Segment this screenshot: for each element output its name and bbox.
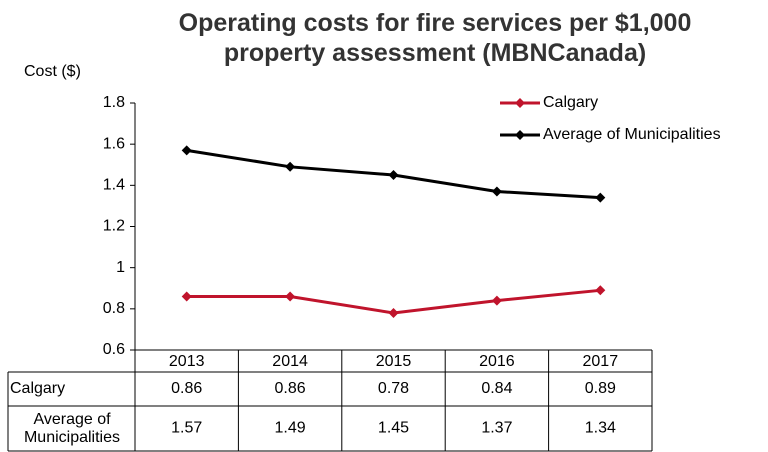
legend-marker bbox=[515, 130, 525, 140]
table-cell: 0.89 bbox=[585, 380, 616, 397]
table-cell: 1.49 bbox=[275, 420, 306, 437]
chart-title: Operating costs for fire services per $1… bbox=[178, 9, 692, 67]
marker bbox=[491, 295, 502, 306]
x-tick-label: 2016 bbox=[479, 353, 515, 370]
table-cell: 0.84 bbox=[481, 380, 512, 397]
y-tick-label: 1 bbox=[116, 259, 125, 276]
x-tick-label: 2014 bbox=[272, 353, 308, 370]
y-tick-label: 1.2 bbox=[103, 218, 125, 235]
legend-marker bbox=[515, 98, 525, 108]
table-cell: 0.78 bbox=[378, 380, 409, 397]
table-cell: 1.45 bbox=[378, 420, 409, 437]
table-cell: 0.86 bbox=[171, 380, 202, 397]
table-cell: 1.34 bbox=[585, 420, 616, 437]
table-row-label: Average of Municipalities bbox=[23, 410, 121, 446]
marker bbox=[595, 192, 606, 203]
marker bbox=[595, 285, 606, 296]
y-tick-label: 0.8 bbox=[103, 300, 125, 317]
legend-label: Average of Municipalities bbox=[543, 126, 721, 143]
y-tick-label: 1.4 bbox=[103, 177, 125, 194]
marker bbox=[491, 186, 502, 197]
marker bbox=[285, 291, 296, 302]
x-tick-label: 2015 bbox=[376, 353, 412, 370]
y-tick-label: 0.6 bbox=[103, 341, 125, 358]
x-tick-label: 2017 bbox=[583, 353, 619, 370]
table-cell: 1.57 bbox=[171, 420, 202, 437]
table-cell: 0.86 bbox=[275, 380, 306, 397]
marker bbox=[388, 170, 399, 181]
marker bbox=[388, 307, 399, 318]
table-row-label: Calgary bbox=[10, 380, 66, 397]
legend-label: Calgary bbox=[543, 94, 598, 111]
x-tick-label: 2013 bbox=[169, 353, 205, 370]
y-tick-label: 1.8 bbox=[103, 94, 125, 111]
marker bbox=[181, 291, 192, 302]
table-cell: 1.37 bbox=[481, 420, 512, 437]
marker bbox=[285, 161, 296, 172]
y-tick-label: 1.6 bbox=[103, 135, 125, 152]
y-axis-label: Cost ($) bbox=[24, 63, 81, 80]
marker bbox=[181, 145, 192, 156]
